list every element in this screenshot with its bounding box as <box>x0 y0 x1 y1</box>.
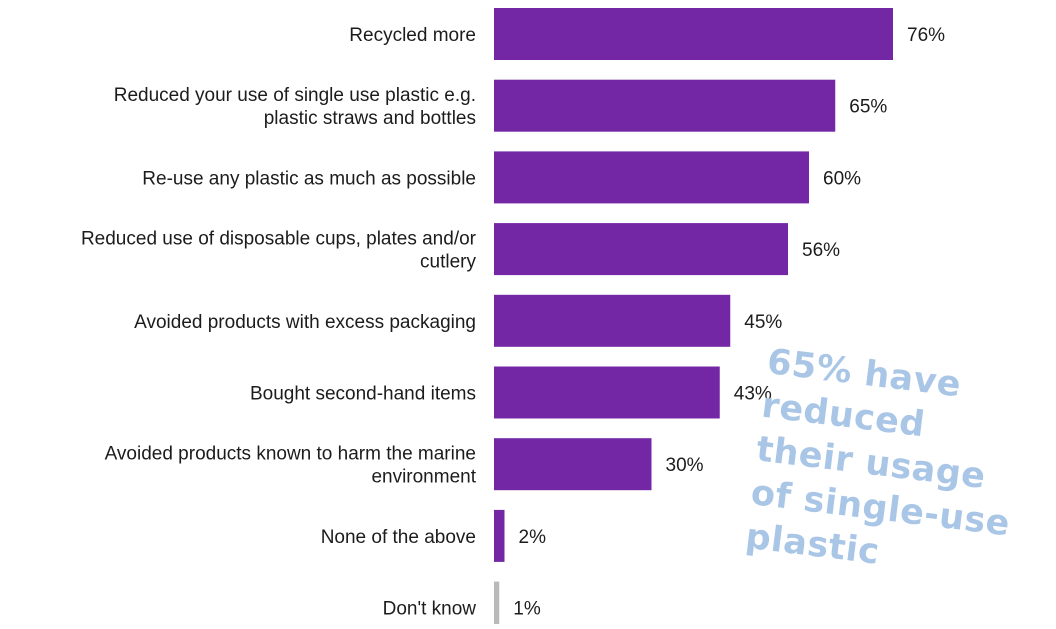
value-label-1: 65% <box>849 97 887 118</box>
bar-5 <box>494 366 720 419</box>
category-label-0: Recycled more <box>349 25 476 46</box>
callout-annotation: 65% have reduced their usage of single-use p… <box>743 340 1056 595</box>
bar-6 <box>494 438 652 491</box>
category-label-6: Avoided products known to harm the marin… <box>105 444 477 488</box>
value-label-4: 45% <box>744 312 782 333</box>
bar-2 <box>494 151 809 204</box>
category-label-7: None of the above <box>321 527 476 548</box>
value-label-5: 43% <box>734 384 772 405</box>
category-label-1: Reduced your use of single use plastic e… <box>114 85 476 129</box>
value-label-6: 30% <box>666 455 704 476</box>
bar-1 <box>494 79 836 132</box>
category-label-5: Bought second-hand items <box>250 384 476 405</box>
value-label-0: 76% <box>907 25 945 46</box>
category-label-8: Don't know <box>383 599 477 620</box>
bar-3 <box>494 223 788 276</box>
value-label-8: 1% <box>513 599 541 620</box>
category-label-3: Reduced use of disposable cups, plates a… <box>81 229 477 273</box>
value-label-7: 2% <box>519 527 547 548</box>
bar-4 <box>494 294 731 347</box>
category-label-4: Avoided products with excess packaging <box>134 312 476 333</box>
bar-7 <box>494 509 505 562</box>
value-label-3: 56% <box>802 240 840 261</box>
value-label-2: 60% <box>823 168 861 189</box>
bar-8 <box>494 581 500 629</box>
category-label-2: Re-use any plastic as much as possible <box>142 168 476 189</box>
bars-layer: Recycled more 76% Reduced your use of sing… <box>81 8 945 629</box>
bar-0 <box>494 8 893 60</box>
